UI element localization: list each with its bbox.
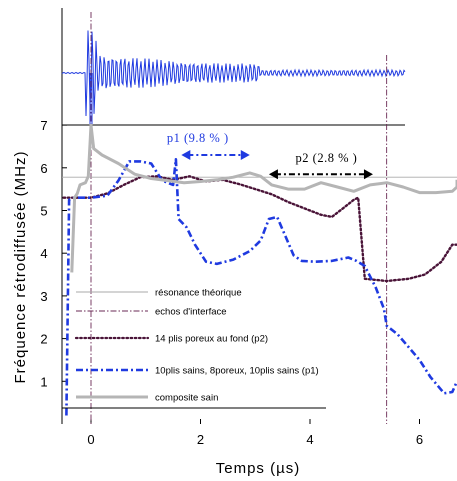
legend-label-resonance: résonance théorique [155, 288, 242, 299]
signal-panel [61, 8, 406, 125]
echo-lines [90, 12, 388, 424]
legend-label-p2: 14 plis poreux au fond (p2) [155, 334, 268, 345]
plot-area: 1 2 3 4 5 6 7 0 2 4 6 p1 (9.8 % ) p2 (2.8 % ) [40, 12, 457, 447]
y-axis-title: Fréquence rétrodiffusée (MHz) [12, 151, 29, 384]
x-tick-label: 2 [197, 432, 204, 447]
y-tick-label: 5 [40, 204, 47, 219]
signal-trace [61, 30, 406, 124]
legend: résonance théorique echos d'interface 14 p… [62, 288, 326, 409]
series-line-composite [70, 123, 457, 273]
series-line-p2 [62, 175, 457, 283]
y-tick-label: 1 [40, 374, 47, 389]
x-tick-label: 4 [306, 432, 313, 447]
series-line-p1 [65, 158, 457, 416]
arrow-head-left [268, 169, 278, 180]
legend-label-composite: composite sain [155, 393, 218, 404]
y-tick-label: 3 [40, 289, 47, 304]
y-tick-label: 6 [40, 161, 47, 176]
y-tick-label: 7 [40, 118, 47, 133]
legend-label-echos: echos d'interface [155, 307, 227, 318]
arrow-head-left [181, 149, 191, 160]
y-tick-label: 2 [40, 332, 47, 347]
annotation-label-annot_p2: p2 (2.8 % ) [296, 151, 358, 165]
y-tick-label: 4 [40, 246, 47, 261]
legend-label-p1: 10plis sains, 8poreux, 10plis sains (p1) [155, 366, 319, 377]
arrow-head-right [363, 169, 373, 180]
x-tick-label: 0 [87, 432, 94, 447]
y-ticks: 1 2 3 4 5 6 7 [40, 118, 67, 389]
x-tick-label: 6 [416, 432, 423, 447]
x-axis-title: Temps (µs) [216, 460, 300, 477]
annotation-label-annot_p1: p1 (9.8 % ) [167, 131, 229, 145]
series-layer [62, 123, 457, 416]
x-ticks: 0 2 4 6 [87, 419, 423, 447]
arrow-head-right [240, 149, 250, 160]
annotation-layer: p1 (9.8 % ) p2 (2.8 % ) [167, 131, 373, 180]
